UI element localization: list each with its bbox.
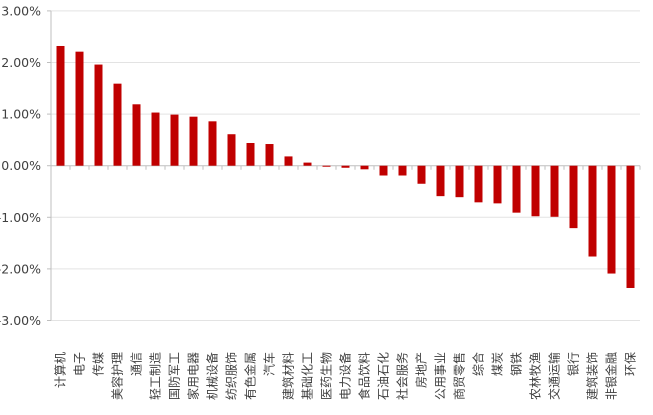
- bar-机械设备: [208, 121, 217, 166]
- x-tick-label: 机械设备: [205, 352, 220, 400]
- x-tick-label: 社会服务: [395, 352, 410, 400]
- bar-银行: [569, 165, 578, 229]
- x-tick-label: 银行: [567, 352, 581, 376]
- x-tick-label: 非银金融: [604, 352, 619, 400]
- x-tick-label: 美容护理: [110, 352, 125, 400]
- x-tick-label: 农林牧渔: [529, 352, 543, 400]
- x-axis: 计算机 电子 传媒 美容护理 通信 轻工制造 国防军工 家用电器 机械设备 纺织服饰 有色金属 汽车建…: [53, 165, 641, 400]
- x-tick-label: 纺织服饰: [225, 352, 239, 400]
- x-tick-label: 轻工制造: [149, 352, 163, 400]
- x-tick-label: 有色金属: [243, 352, 258, 400]
- bar-建筑装饰: [588, 165, 597, 257]
- bar-食品饮料: [360, 165, 369, 170]
- bar-公用事业: [436, 165, 445, 197]
- bars: [56, 45, 635, 288]
- x-tick-label: 商贸零售: [452, 352, 467, 400]
- x-tick-label: 汽车: [262, 352, 277, 376]
- bar-煤炭: [493, 165, 502, 204]
- bar-非银金融: [607, 165, 616, 274]
- x-tick-label: 电子: [73, 352, 87, 376]
- y-tick-label: -1.00%: [0, 210, 41, 225]
- bar-汽车: [265, 144, 274, 166]
- x-tick-label: 传媒: [91, 352, 106, 376]
- bar-交通运输: [550, 165, 559, 217]
- bar-环保: [626, 165, 635, 288]
- bar-传媒: [94, 64, 103, 166]
- y-tick-label: 3.00%: [1, 3, 41, 18]
- bar-钢铁: [512, 165, 521, 213]
- x-tick-label: 国防军工: [167, 352, 182, 400]
- gridlines: [51, 10, 640, 321]
- x-tick-label: 基础化工: [301, 352, 315, 400]
- x-tick-label: 钢铁: [510, 352, 524, 376]
- x-tick-label: 建筑装饰: [585, 352, 600, 400]
- bar-计算机: [56, 45, 65, 166]
- y-tick-label: 0.00%: [1, 158, 41, 173]
- x-tick-label: 计算机: [53, 352, 68, 388]
- x-tick-label: 电力设备: [339, 352, 353, 400]
- y-tick-label: -3.00%: [0, 313, 41, 328]
- y-tick-label: -2.00%: [0, 261, 41, 276]
- x-tick-label: 煤炭: [491, 352, 505, 376]
- bar-国防军工: [170, 114, 179, 166]
- x-tick-label: 环保: [624, 352, 638, 376]
- bar-美容护理: [113, 83, 122, 166]
- x-tick-label: 通信: [130, 352, 144, 376]
- bar-有色金属: [246, 142, 255, 166]
- bar-社会服务: [398, 165, 407, 176]
- x-tick-label: 综合: [471, 352, 486, 376]
- y-tick-label: 2.00%: [1, 55, 41, 70]
- bar-轻工制造: [151, 112, 160, 166]
- bar-纺织服饰: [227, 134, 236, 166]
- x-tick-label: 食品饮料: [357, 352, 372, 400]
- bar-房地产: [417, 165, 426, 184]
- x-tick-label: 公用事业: [434, 352, 448, 400]
- bar-家用电器: [189, 116, 198, 166]
- bar-农林牧渔: [531, 165, 540, 217]
- bar-通信: [132, 104, 141, 166]
- bar-电力设备: [341, 165, 350, 168]
- bar-商贸零售: [455, 165, 464, 198]
- y-tick-label: 1.00%: [1, 107, 41, 122]
- y-axis: 3.00% 2.00% 1.00% 0.00% -1.00% -2.00% -3.00%: [0, 3, 52, 328]
- bar-医药生物: [322, 165, 331, 167]
- x-tick-label: 石油石化: [377, 352, 391, 400]
- x-tick-label: 交通运输: [547, 352, 562, 400]
- x-tick-label: 建筑材料: [281, 352, 296, 400]
- bar-建筑材料: [284, 156, 293, 166]
- x-tick-label: 房地产: [414, 352, 429, 388]
- x-tick-label: 家用电器: [186, 352, 201, 400]
- bar-综合: [474, 165, 483, 203]
- bar-电子: [75, 51, 84, 166]
- x-tick-label: 医药生物: [320, 352, 334, 400]
- bar-石油石化: [379, 165, 388, 176]
- bar-基础化工: [303, 162, 312, 166]
